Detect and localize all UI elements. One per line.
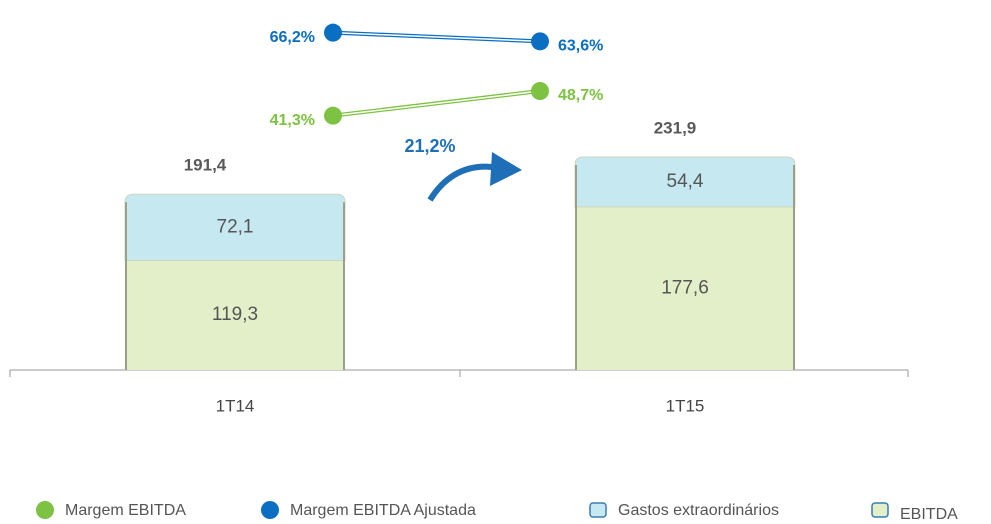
- bar-value-label: 119,3: [212, 304, 258, 325]
- legend-marker: [871, 502, 889, 518]
- bar-segment: [124, 193, 346, 261]
- line-value-label: 66,2%: [270, 29, 315, 46]
- x-tick-label: 1T15: [666, 396, 705, 415]
- line-point: [531, 82, 549, 100]
- legend-marker: [261, 501, 279, 519]
- legend-marker: [36, 501, 54, 519]
- legend-label: Margem EBITDA Ajustada: [290, 502, 476, 519]
- legend-label: Margem EBITDA: [65, 502, 186, 519]
- line-point: [324, 23, 342, 42]
- bar-segment: [574, 156, 796, 208]
- legend-label: EBITDA: [900, 506, 958, 523]
- legend-label: Gastos extraordinários: [618, 502, 779, 519]
- bar-value-label: 72,1: [217, 216, 254, 237]
- line-series-highlight: [332, 31, 541, 43]
- total-label: 231,9: [654, 119, 697, 138]
- total-label: 191,4: [184, 156, 227, 175]
- line-point: [324, 106, 342, 125]
- line-series-highlight: [332, 90, 541, 117]
- bar-segment: [125, 260, 345, 370]
- line-value-label: 48,7%: [558, 87, 603, 104]
- bar-segment: [575, 206, 795, 370]
- growth-arrow-head: [490, 152, 522, 186]
- legend-marker: [589, 502, 607, 518]
- bar-value-label: 54,4: [667, 171, 704, 192]
- bar-value-label: 177,6: [661, 277, 709, 298]
- growth-annotation: 21,2%: [404, 136, 455, 156]
- growth-arrow: [427, 163, 501, 202]
- line-point: [531, 32, 549, 51]
- line-value-label: 41,3%: [270, 112, 315, 129]
- line-value-label: 63,6%: [558, 38, 603, 55]
- x-tick-label: 1T14: [216, 396, 255, 415]
